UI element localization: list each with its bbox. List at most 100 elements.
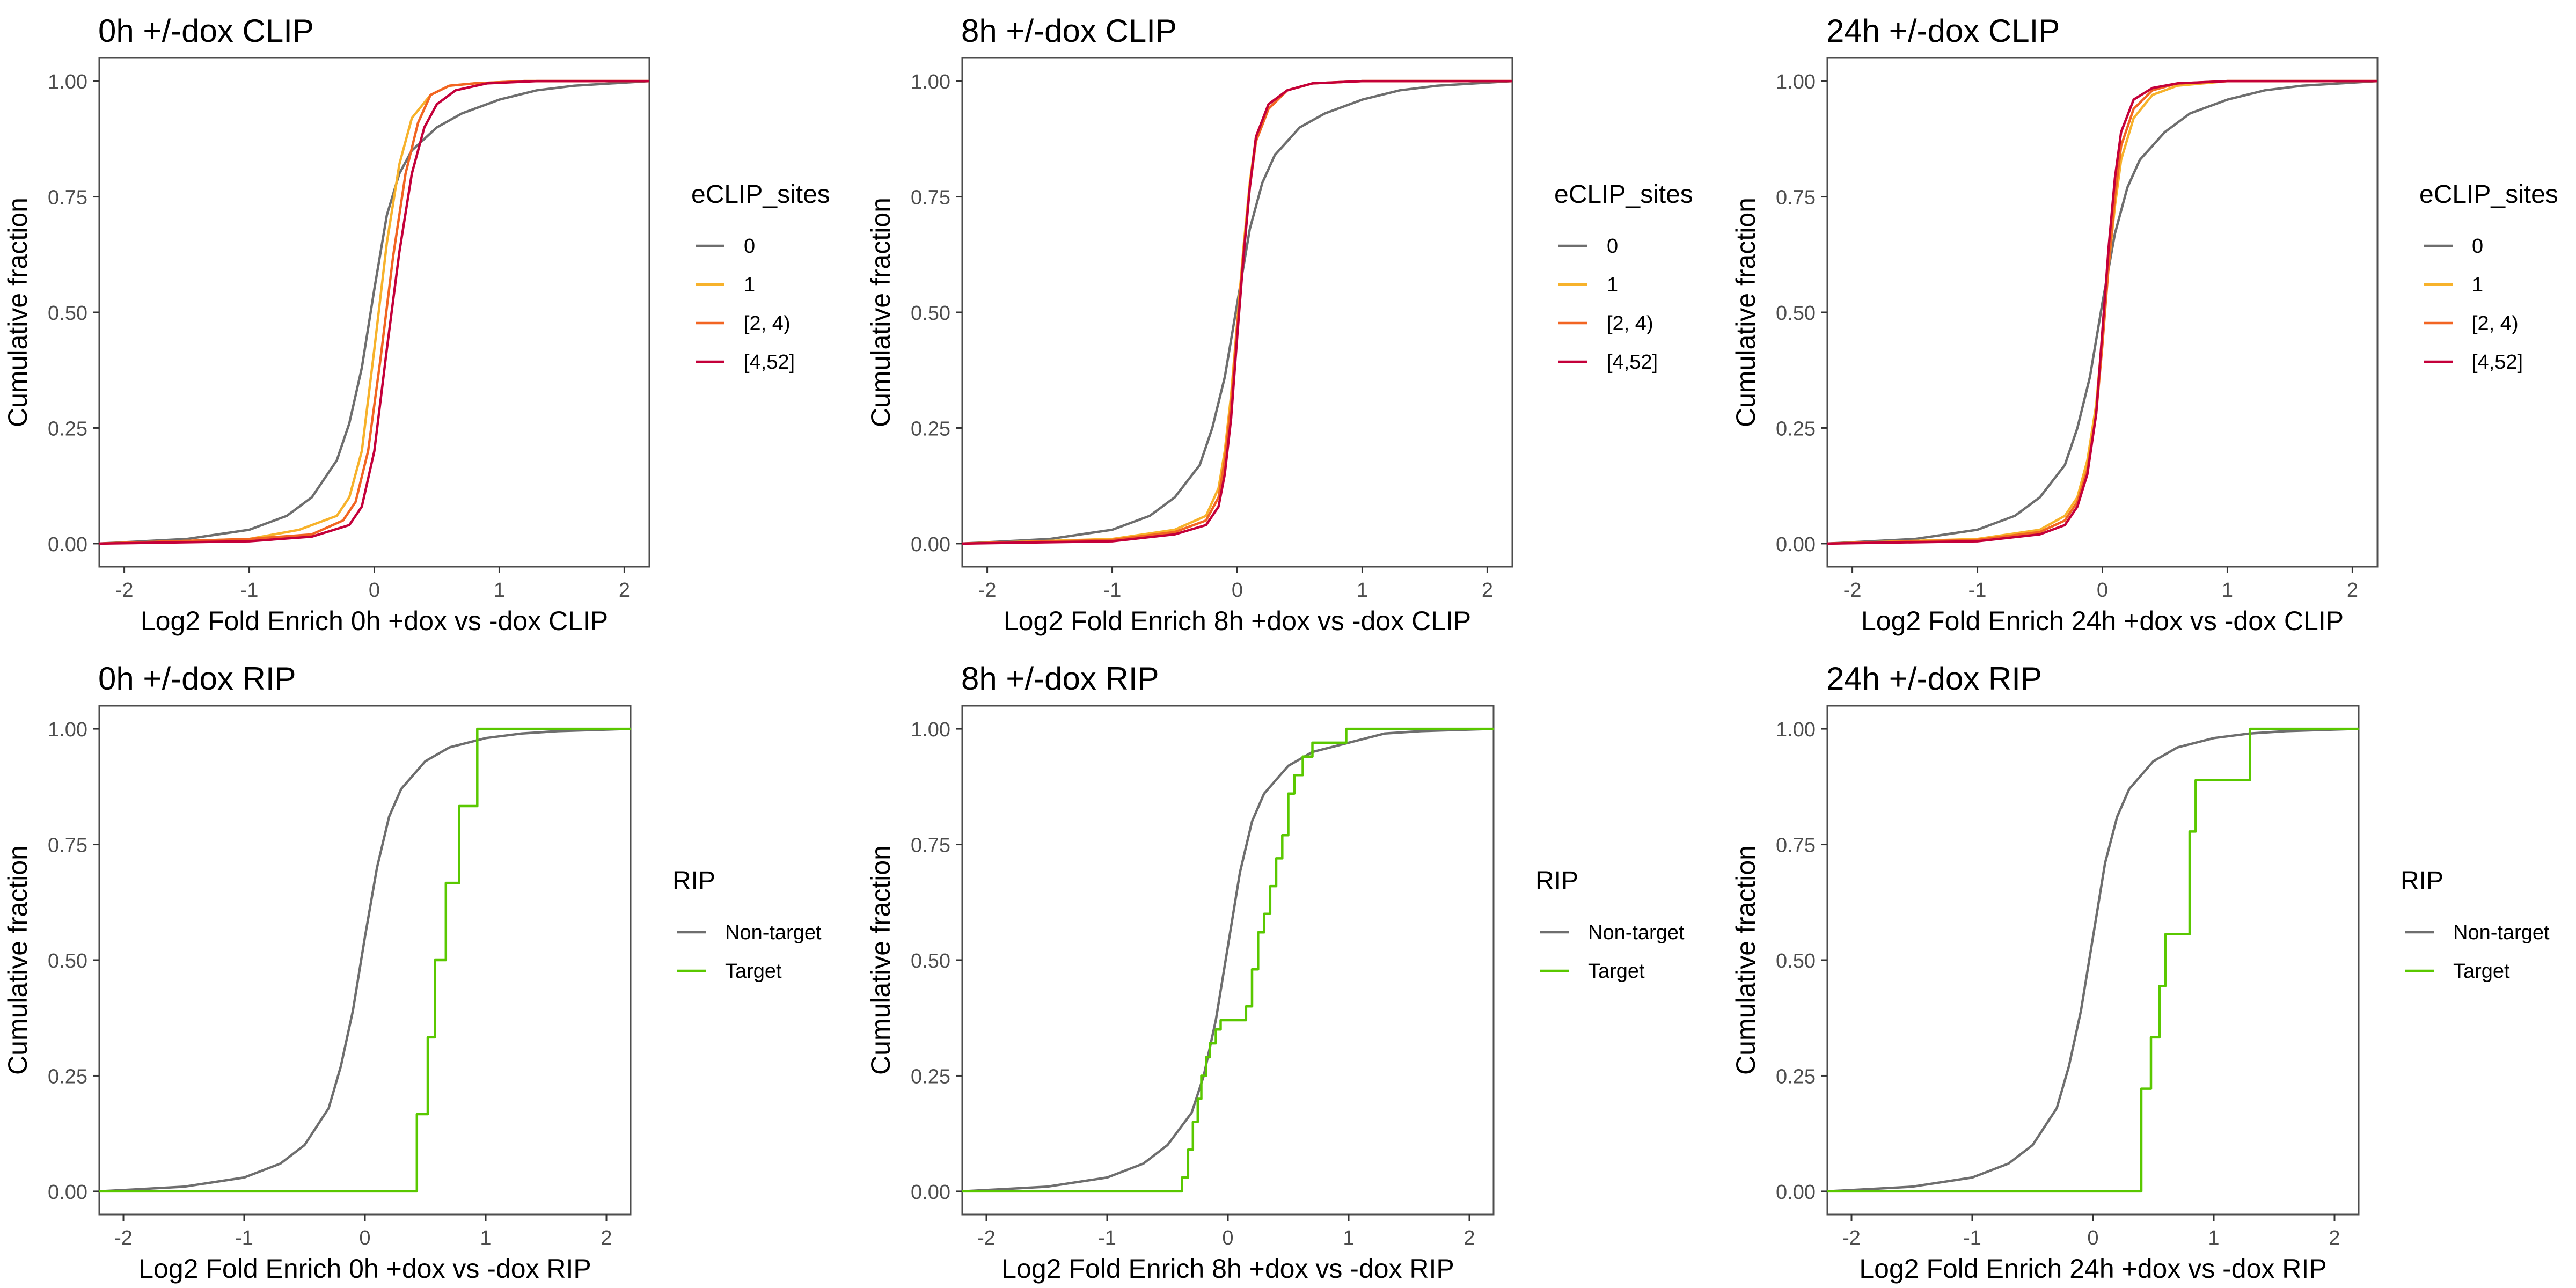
legend-label: Target bbox=[2453, 960, 2510, 983]
y-tick-label: 1.00 bbox=[911, 719, 950, 741]
series-line-3 bbox=[99, 79, 649, 545]
x-axis-label: Log2 Fold Enrich 0h +dox vs -dox CLIP bbox=[141, 606, 608, 636]
legend-label: [4,52] bbox=[1607, 351, 1658, 374]
legend-label: Target bbox=[725, 960, 782, 983]
plot-area bbox=[961, 705, 1495, 1216]
chart-panel-5: 8h +/-dox RIP 0.00 0.25 0.50 0.75 1.00 -2 -1 0 1 2… bbox=[866, 661, 1685, 1284]
x-tick-label: 2 bbox=[2347, 579, 2358, 602]
legend-title: RIP bbox=[1535, 867, 1578, 895]
chart-title: 8h +/-dox CLIP bbox=[961, 13, 1177, 49]
legend-label: [4,52] bbox=[744, 351, 795, 374]
y-tick-label: 0.75 bbox=[911, 835, 950, 857]
chart-panel-1: 0h +/-dox CLIP 0.00 0.25 0.50 0.75 1.00 -2 -1 0 1… bbox=[3, 13, 830, 636]
y-tick-label: 0.75 bbox=[911, 187, 950, 209]
chart-title: 8h +/-dox RIP bbox=[961, 661, 1159, 697]
series-line-2 bbox=[99, 727, 631, 1193]
y-tick-label: 0.00 bbox=[911, 533, 950, 556]
x-tick-label: 1 bbox=[2208, 1227, 2219, 1249]
legend-label: [2, 4) bbox=[744, 312, 791, 335]
y-tick-label: 0.25 bbox=[1776, 1065, 1816, 1088]
series-line-4 bbox=[962, 79, 1512, 545]
series-group bbox=[962, 727, 1494, 1193]
y-axis-label: Cumulative fraction bbox=[866, 197, 896, 427]
x-tick-label: -1 bbox=[235, 1227, 253, 1249]
y-tick-label: 0.75 bbox=[48, 835, 87, 857]
x-tick-label: -2 bbox=[114, 1227, 133, 1249]
y-tick-label: 1.00 bbox=[1776, 71, 1816, 93]
legend-label: Non-target bbox=[725, 921, 822, 944]
legend-label: Non-target bbox=[2453, 921, 2550, 944]
legend-label: 1 bbox=[2472, 274, 2483, 296]
y-tick-label: 0.75 bbox=[1776, 187, 1816, 209]
plot-area bbox=[1826, 705, 2360, 1216]
y-axis-label: Cumulative fraction bbox=[866, 845, 896, 1075]
y-tick-label: 0.50 bbox=[1776, 950, 1816, 972]
y-tick-label: 1.00 bbox=[1776, 719, 1816, 741]
y-tick-label: 0.00 bbox=[1776, 1181, 1816, 1204]
x-tick-label: 2 bbox=[619, 579, 630, 602]
legend-label: 1 bbox=[744, 274, 755, 296]
chart-title: 24h +/-dox RIP bbox=[1826, 661, 2042, 697]
x-tick-label: -1 bbox=[1103, 579, 1122, 602]
y-tick-label: 0.50 bbox=[48, 302, 87, 325]
x-tick-label: 0 bbox=[1232, 579, 1243, 602]
chart-panel-3: 24h +/-dox CLIP 0.00 0.25 0.50 0.75 1.00 -2 -1 0… bbox=[1731, 13, 2558, 636]
series-group bbox=[99, 79, 649, 545]
legend-label: Target bbox=[1588, 960, 1645, 983]
chart-title: 24h +/-dox CLIP bbox=[1826, 13, 2060, 49]
legend-label: [4,52] bbox=[2472, 351, 2523, 374]
series-line-1 bbox=[1827, 727, 2359, 1193]
series-line-1 bbox=[99, 727, 631, 1193]
series-line-1 bbox=[99, 79, 649, 545]
legend-title: RIP bbox=[2401, 867, 2443, 895]
y-tick-label: 0.00 bbox=[48, 533, 87, 556]
y-axis-label: Cumulative fraction bbox=[1731, 845, 1761, 1075]
y-tick-label: 1.00 bbox=[48, 719, 87, 741]
x-tick-label: -2 bbox=[977, 1227, 996, 1249]
legend-title: eCLIP_sites bbox=[691, 180, 830, 209]
legend-label: 0 bbox=[1607, 235, 1618, 258]
series-group bbox=[1827, 79, 2377, 545]
y-tick-label: 0.75 bbox=[1776, 835, 1816, 857]
legend-title: eCLIP_sites bbox=[2419, 180, 2558, 209]
x-tick-label: -2 bbox=[1843, 579, 1862, 602]
y-axis-label: Cumulative fraction bbox=[3, 845, 33, 1075]
legend-label: [2, 4) bbox=[1607, 312, 1653, 335]
chart-panel-6: 24h +/-dox RIP 0.00 0.25 0.50 0.75 1.00 -2 -1 0 1… bbox=[1731, 661, 2550, 1284]
y-axis-label: Cumulative fraction bbox=[3, 197, 33, 427]
x-tick-label: -2 bbox=[978, 579, 997, 602]
x-tick-label: -2 bbox=[1842, 1227, 1861, 1249]
plot-area bbox=[98, 705, 632, 1216]
y-axis-label: Cumulative fraction bbox=[1731, 197, 1761, 427]
y-tick-label: 0.75 bbox=[48, 187, 87, 209]
x-tick-label: 0 bbox=[359, 1227, 370, 1249]
x-axis-label: Log2 Fold Enrich 24h +dox vs -dox RIP bbox=[1859, 1254, 2326, 1284]
x-tick-label: 1 bbox=[494, 579, 505, 602]
y-tick-label: 1.00 bbox=[48, 71, 87, 93]
y-tick-label: 0.25 bbox=[911, 418, 950, 440]
y-tick-label: 1.00 bbox=[911, 71, 950, 93]
x-tick-label: -1 bbox=[1963, 1227, 1981, 1249]
legend-label: 0 bbox=[2472, 235, 2483, 258]
x-tick-label: -1 bbox=[240, 579, 259, 602]
series-line-4 bbox=[1827, 79, 2377, 545]
y-tick-label: 0.50 bbox=[911, 950, 950, 972]
x-tick-label: 1 bbox=[1343, 1227, 1354, 1249]
x-tick-label: 0 bbox=[2097, 579, 2108, 602]
y-tick-label: 0.50 bbox=[48, 950, 87, 972]
legend-label: 1 bbox=[1607, 274, 1618, 296]
y-tick-label: 0.25 bbox=[911, 1065, 950, 1088]
x-tick-label: 2 bbox=[1463, 1227, 1475, 1249]
x-tick-label: -1 bbox=[1098, 1227, 1116, 1249]
series-line-1 bbox=[962, 727, 1494, 1193]
series-line-4 bbox=[99, 79, 649, 545]
y-tick-label: 0.00 bbox=[911, 1181, 950, 1204]
series-line-2 bbox=[1827, 727, 2359, 1193]
y-tick-label: 0.25 bbox=[48, 1065, 87, 1088]
x-tick-label: -1 bbox=[1968, 579, 1987, 602]
x-tick-label: 1 bbox=[2222, 579, 2233, 602]
x-tick-label: 1 bbox=[480, 1227, 491, 1249]
y-tick-label: 0.00 bbox=[48, 1181, 87, 1204]
x-tick-label: 2 bbox=[1482, 579, 1493, 602]
